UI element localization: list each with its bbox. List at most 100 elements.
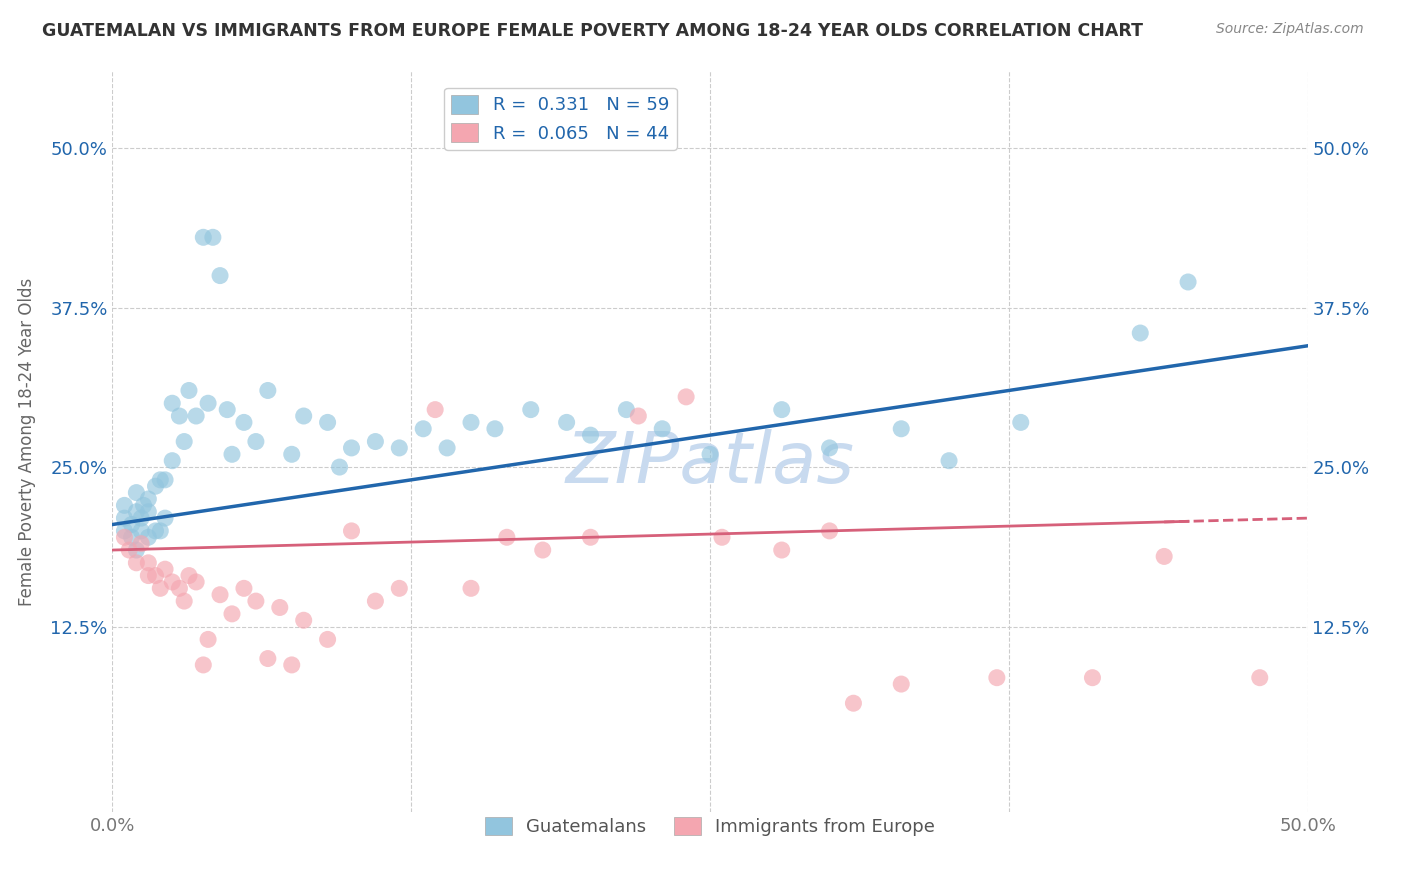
Point	[579, 428, 602, 442]
Point	[818, 524, 841, 538]
Point	[197, 396, 219, 410]
Point	[818, 441, 841, 455]
Point	[169, 409, 191, 423]
Point	[138, 491, 160, 506]
Point	[364, 594, 387, 608]
Point	[711, 530, 734, 544]
Legend: Guatemalans, Immigrants from Europe: Guatemalans, Immigrants from Europe	[478, 810, 942, 844]
Point	[484, 422, 506, 436]
Point	[329, 460, 352, 475]
Point	[460, 582, 482, 596]
Point	[269, 600, 291, 615]
Point	[197, 632, 219, 647]
Point	[209, 268, 232, 283]
Point	[145, 524, 167, 538]
Point	[162, 396, 183, 410]
Point	[436, 441, 458, 455]
Point	[460, 416, 482, 430]
Point	[221, 607, 243, 621]
Point	[173, 434, 195, 449]
Point	[217, 402, 239, 417]
Point	[281, 657, 304, 672]
Text: ZIPatlas: ZIPatlas	[565, 429, 855, 499]
Point	[114, 511, 135, 525]
Text: GUATEMALAN VS IMMIGRANTS FROM EUROPE FEMALE POVERTY AMONG 18-24 YEAR OLDS CORREL: GUATEMALAN VS IMMIGRANTS FROM EUROPE FEM…	[42, 22, 1143, 40]
Point	[340, 524, 363, 538]
Point	[616, 402, 638, 417]
Point	[221, 447, 243, 461]
Point	[292, 613, 315, 627]
Point	[173, 594, 195, 608]
Point	[699, 447, 721, 461]
Y-axis label: Female Poverty Among 18-24 Year Olds: Female Poverty Among 18-24 Year Olds	[18, 277, 37, 606]
Point	[193, 657, 215, 672]
Point	[169, 582, 191, 596]
Point	[145, 479, 167, 493]
Point	[138, 530, 160, 544]
Point	[201, 230, 224, 244]
Point	[162, 453, 183, 467]
Point	[114, 524, 135, 538]
Point	[149, 582, 172, 596]
Point	[496, 530, 519, 544]
Point	[675, 390, 697, 404]
Point	[145, 568, 167, 582]
Point	[233, 582, 256, 596]
Point	[1177, 275, 1199, 289]
Point	[125, 485, 148, 500]
Point	[245, 594, 267, 608]
Point	[890, 677, 912, 691]
Point	[114, 530, 135, 544]
Point	[153, 473, 176, 487]
Point	[1249, 671, 1271, 685]
Point	[520, 402, 543, 417]
Point	[531, 543, 554, 558]
Point	[149, 524, 172, 538]
Point	[316, 632, 339, 647]
Point	[257, 651, 280, 665]
Point	[1129, 326, 1152, 340]
Point	[118, 543, 141, 558]
Point	[186, 574, 208, 589]
Point	[555, 416, 578, 430]
Point	[364, 434, 387, 449]
Point	[129, 536, 152, 550]
Point	[121, 517, 143, 532]
Point	[340, 441, 363, 455]
Point	[425, 402, 447, 417]
Point	[281, 447, 304, 461]
Point	[125, 505, 148, 519]
Point	[138, 556, 160, 570]
Point	[651, 422, 673, 436]
Point	[842, 696, 865, 710]
Point	[129, 511, 152, 525]
Point	[193, 230, 215, 244]
Point	[1010, 416, 1032, 430]
Point	[129, 524, 152, 538]
Point	[292, 409, 315, 423]
Point	[138, 505, 160, 519]
Point	[770, 543, 793, 558]
Point	[153, 562, 176, 576]
Text: Source: ZipAtlas.com: Source: ZipAtlas.com	[1216, 22, 1364, 37]
Point	[138, 568, 160, 582]
Point	[186, 409, 208, 423]
Point	[149, 473, 172, 487]
Point	[1081, 671, 1104, 685]
Point	[209, 588, 232, 602]
Point	[245, 434, 267, 449]
Point	[579, 530, 602, 544]
Point	[257, 384, 280, 398]
Point	[316, 416, 339, 430]
Point	[938, 453, 960, 467]
Point	[388, 441, 411, 455]
Point	[388, 582, 411, 596]
Point	[890, 422, 912, 436]
Point	[627, 409, 650, 423]
Point	[114, 499, 135, 513]
Point	[121, 530, 143, 544]
Point	[125, 556, 148, 570]
Point	[412, 422, 434, 436]
Point	[1153, 549, 1175, 564]
Point	[153, 511, 176, 525]
